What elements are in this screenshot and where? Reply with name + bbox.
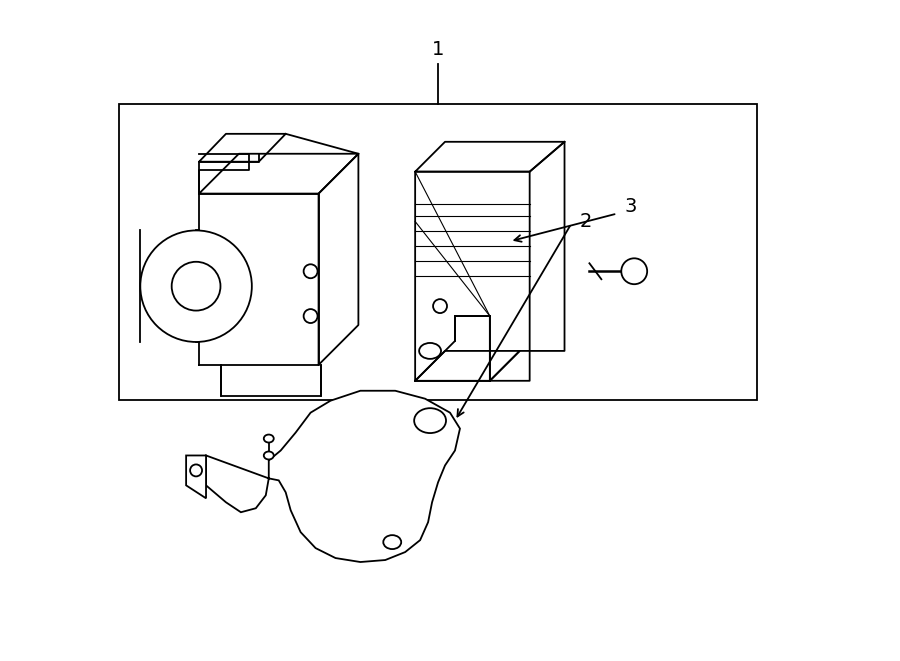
Text: 3: 3 bbox=[625, 197, 636, 216]
Ellipse shape bbox=[419, 343, 441, 359]
Polygon shape bbox=[186, 455, 206, 498]
Ellipse shape bbox=[303, 264, 318, 278]
Ellipse shape bbox=[433, 299, 447, 313]
Polygon shape bbox=[206, 391, 460, 562]
Ellipse shape bbox=[172, 262, 220, 311]
Ellipse shape bbox=[190, 465, 202, 477]
Bar bbox=[120, 104, 757, 400]
Ellipse shape bbox=[303, 309, 318, 323]
Ellipse shape bbox=[140, 231, 252, 342]
Circle shape bbox=[621, 258, 647, 284]
Ellipse shape bbox=[264, 451, 274, 459]
Ellipse shape bbox=[264, 434, 274, 442]
Ellipse shape bbox=[383, 535, 401, 549]
Text: 1: 1 bbox=[432, 40, 445, 59]
Text: 2: 2 bbox=[580, 212, 592, 231]
Ellipse shape bbox=[414, 408, 446, 433]
